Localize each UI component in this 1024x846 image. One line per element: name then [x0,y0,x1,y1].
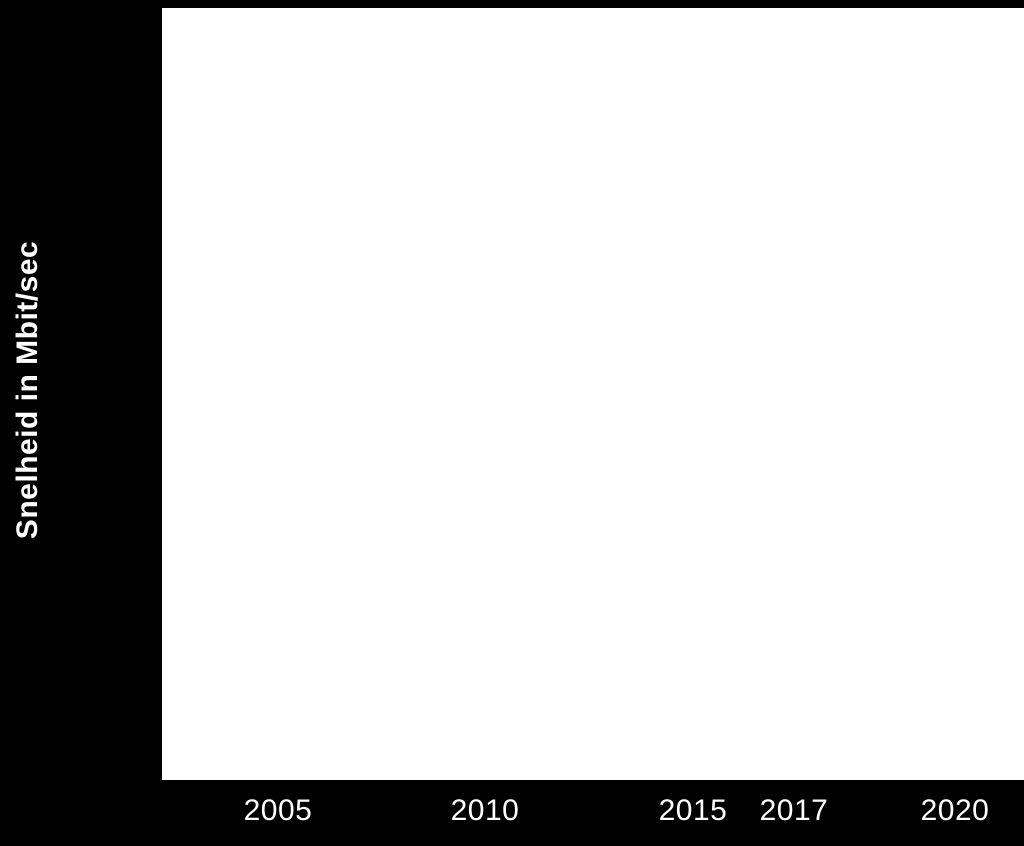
x-tick-label: 2010 [451,794,520,828]
y-tick-label: 100 [874,283,1024,317]
y-tick-label: 8 [874,683,1024,717]
y-tick-label: 20 [874,579,1024,613]
y-tick-label: 250 [874,173,1024,207]
y-axis-title: Snelheid in Mbit/sec [11,241,45,539]
x-tick-label: 2017 [760,794,829,828]
y-tick-label: 30 [874,519,1024,553]
y-tick-label: 1.000 [874,3,1024,37]
x-tick-label: 2005 [244,794,313,828]
y-tick-label: 500 [874,87,1024,121]
speed-chart: Snelheid in Mbit/sec 1.000 500 250 100 75 30 2… [0,0,1024,846]
x-tick-label: 2015 [659,794,728,828]
y-tick-label: 75 [874,379,1024,413]
x-tick-label: 2020 [921,794,990,828]
